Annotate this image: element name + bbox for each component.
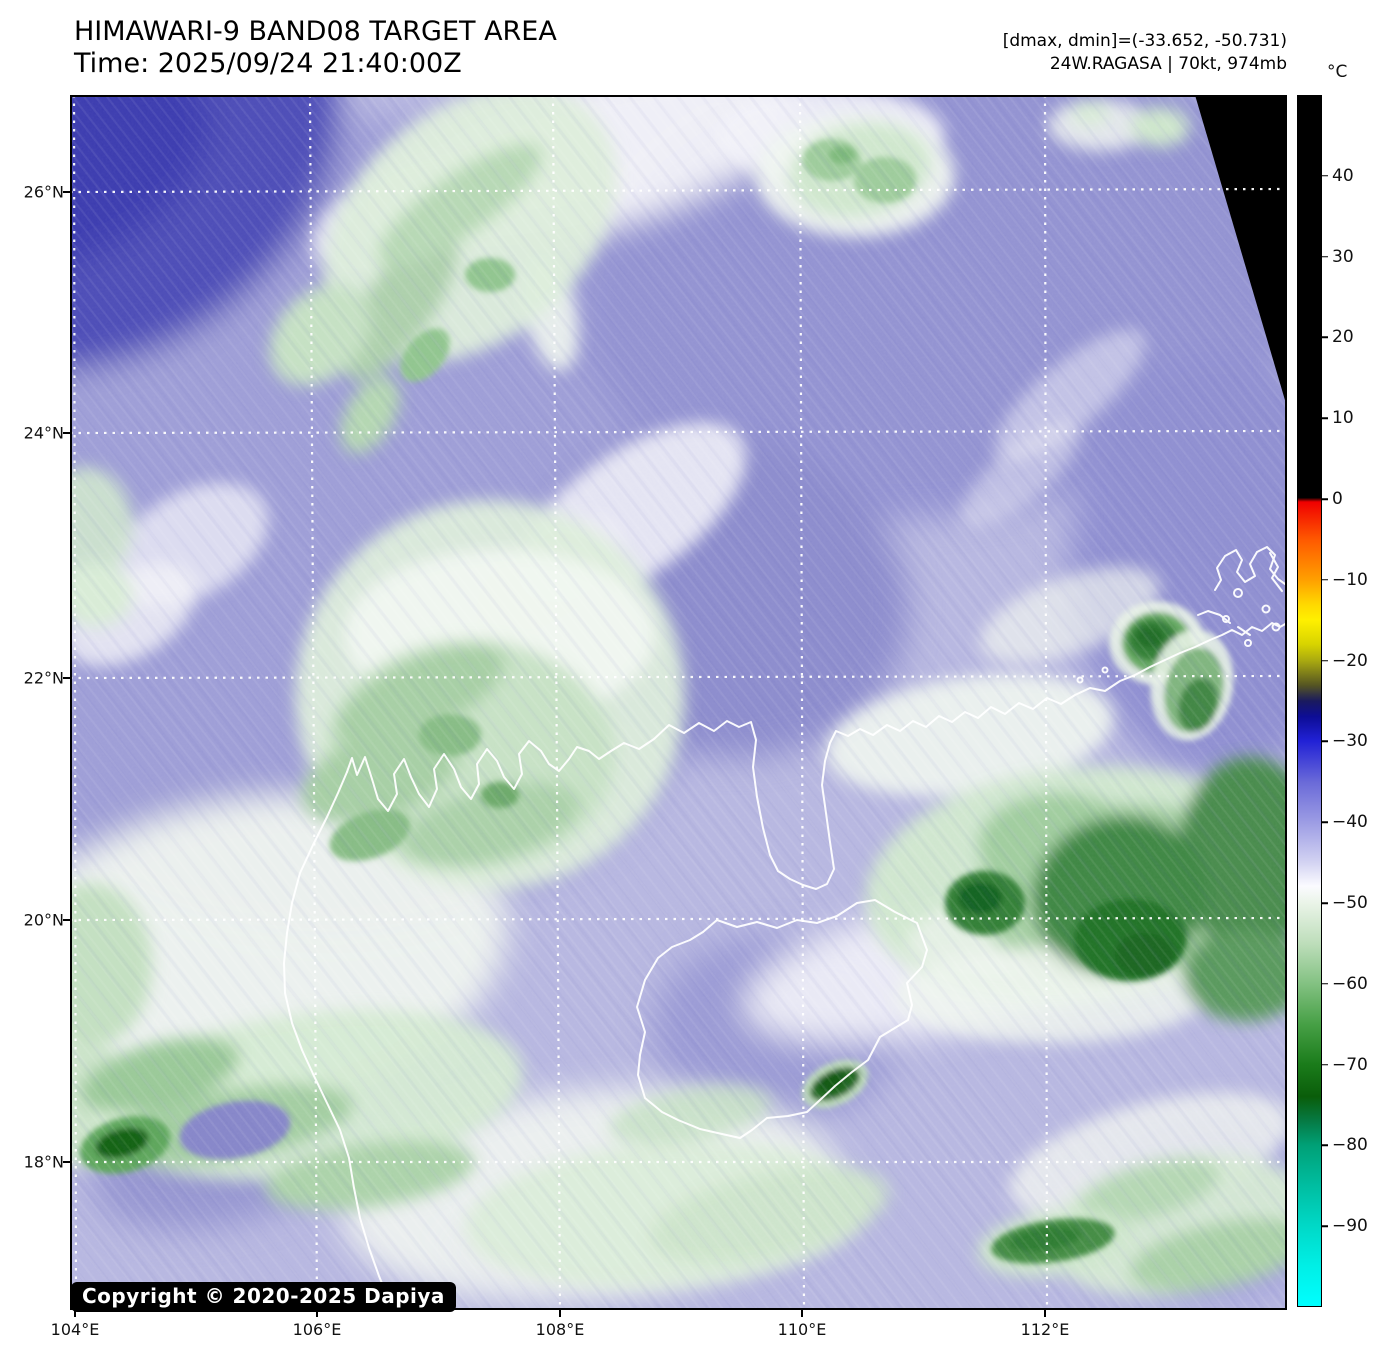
lon-label-106e: 106°E [292, 1320, 342, 1339]
colorbar-tick [1322, 1063, 1328, 1066]
colorbar-tick-label: −80 [1332, 1135, 1368, 1156]
colorbar-tick-label: −10 [1332, 569, 1368, 590]
graticule [70, 95, 1287, 1310]
colorbar-tick-label: −40 [1332, 812, 1368, 833]
colorbar-tick [1322, 417, 1328, 419]
no-data-region [1195, 95, 1287, 407]
island [1261, 604, 1271, 614]
lat-label-20n: 20°N [23, 910, 64, 930]
coastline-pearl-delta [1214, 546, 1286, 591]
x-axis-tick [1044, 1310, 1046, 1317]
colorbar-tick [1322, 579, 1328, 581]
lon-label-110e: 110°E [777, 1320, 827, 1339]
lon-label-104e: 104°E [50, 1320, 100, 1339]
colorbar-tick-label: 30 [1332, 246, 1354, 267]
y-axis-tick [63, 1161, 70, 1163]
temperature-colorbar [1297, 95, 1322, 1307]
island [1076, 676, 1084, 684]
colorbar-tick [1322, 1225, 1328, 1227]
satellite-image-svg [70, 95, 1287, 1310]
meridian-110e [798, 95, 806, 1310]
y-axis-tick [63, 191, 70, 193]
lat-label-18n: 18°N [23, 1152, 64, 1172]
meridian-108e [551, 95, 562, 1310]
y-axis-tick [63, 677, 70, 679]
coastline-delta-inlet [1197, 552, 1283, 636]
page-title: HIMAWARI-9 BAND08 TARGET AREA Time: 2025… [74, 16, 557, 80]
coastlines [283, 546, 1287, 1310]
meridian-112e [1043, 95, 1049, 1310]
time-line: Time: 2025/09/24 21:40:00Z [74, 48, 462, 79]
x-axis-tick [801, 1310, 803, 1317]
colorbar-tick-label: −30 [1332, 731, 1368, 752]
x-axis-tick [74, 1310, 76, 1317]
island [1271, 622, 1281, 632]
meridian-104e [72, 95, 78, 1310]
lat-label-24n: 24°N [23, 423, 64, 443]
y-axis-tick [63, 919, 70, 921]
colorbar-unit-label: °C [1327, 62, 1348, 82]
storm-info-line: 24W.RAGASA | 70kt, 974mb [1049, 54, 1287, 74]
x-axis-tick [316, 1310, 318, 1317]
colorbar-tick-label: −60 [1332, 973, 1368, 994]
colorbar-tick-label: −70 [1332, 1054, 1368, 1075]
colorbar-tick-label: 0 [1332, 489, 1343, 509]
lon-label-112e: 112°E [1020, 1320, 1070, 1339]
title-line: HIMAWARI-9 BAND08 TARGET AREA [74, 16, 557, 47]
colorbar-tick [1322, 498, 1328, 500]
coastline-hainan-island [636, 899, 928, 1139]
map-border [70, 95, 1287, 1310]
colorbar-tick [1322, 175, 1328, 177]
colorbar-tick-label: 20 [1332, 327, 1354, 348]
colorbar-tick [1322, 902, 1328, 904]
island [1233, 588, 1243, 598]
colorbar-tick-label: 10 [1332, 408, 1354, 429]
dmax-dmin-line: [dmax, dmin]=(-33.652, -50.731) [1002, 31, 1287, 51]
colorbar-tick [1322, 1144, 1328, 1147]
colorbar-tick [1322, 821, 1328, 823]
x-axis-tick [559, 1310, 561, 1317]
colorbar-tick [1322, 336, 1328, 339]
lat-label-22n: 22°N [23, 668, 64, 688]
colorbar-tick-label: −20 [1332, 650, 1368, 671]
colorbar-tick [1322, 255, 1328, 258]
coastline-vietnam [283, 771, 397, 1310]
island [1101, 666, 1109, 674]
colorbar-tick [1322, 659, 1328, 662]
satellite-map [70, 95, 1287, 1310]
storm-annotation: [dmax, dmin]=(-33.652, -50.731) 24W.RAGA… [1003, 30, 1287, 76]
copyright-badge: Copyright © 2020-2025 Dapiya [71, 1282, 456, 1312]
island [1244, 639, 1252, 647]
y-axis-tick [63, 432, 70, 434]
meridian-106e [308, 95, 319, 1310]
colorbar-tick-label: −50 [1332, 893, 1368, 913]
coastline-china-mainland [346, 622, 1287, 890]
colorbar-tick-label: 40 [1332, 165, 1354, 186]
colorbar-tick-label: −90 [1332, 1216, 1368, 1237]
lon-label-108e: 108°E [535, 1320, 585, 1339]
colorbar-tick [1322, 740, 1328, 743]
island [1222, 615, 1230, 623]
lat-label-26n: 26°N [23, 182, 64, 202]
grain-texture [70, 95, 1287, 1310]
colorbar-tick [1322, 983, 1328, 985]
